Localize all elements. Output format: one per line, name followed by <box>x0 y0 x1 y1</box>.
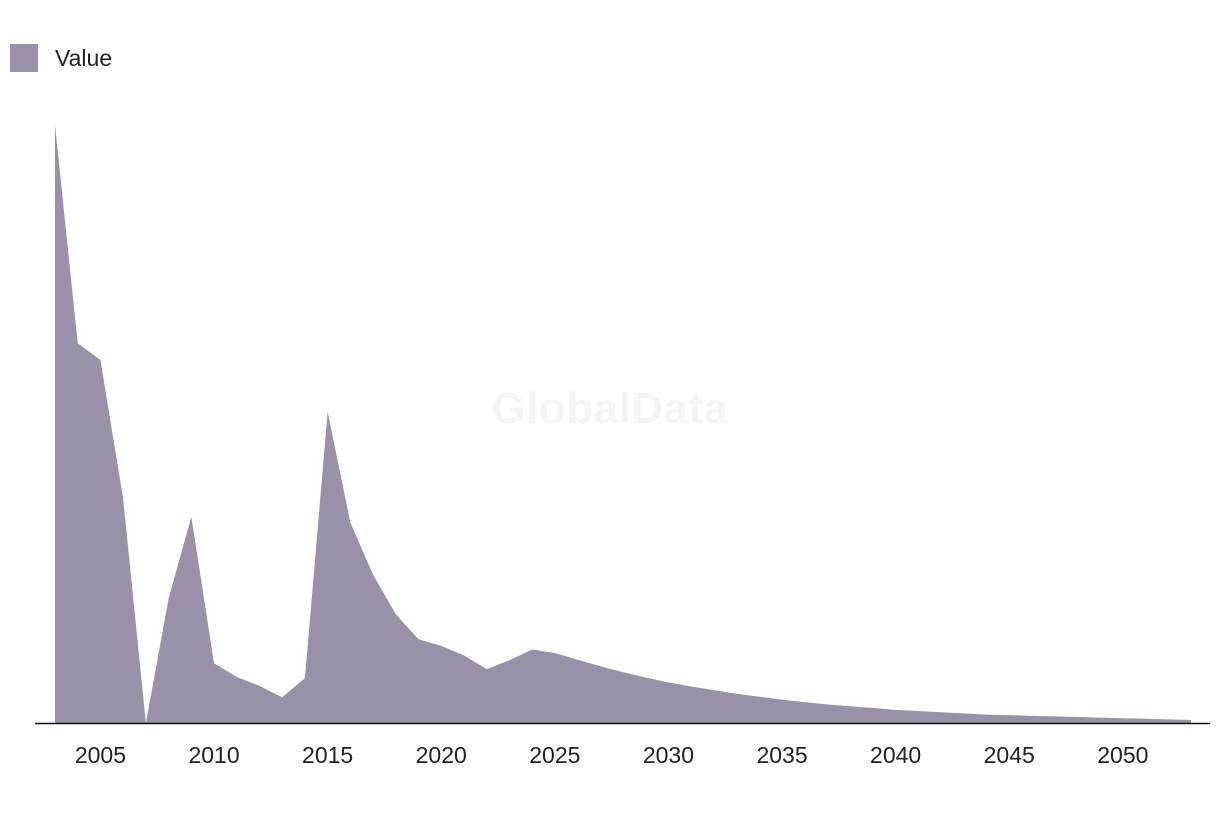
x-tick-label: 2010 <box>188 742 239 768</box>
x-axis-ticks: 2005 2010 2015 2020 2025 2030 2035 2040 2045 2050 <box>75 742 1149 768</box>
legend-swatch <box>10 44 38 72</box>
x-tick-label: 2030 <box>643 742 694 768</box>
legend-label: Value <box>55 44 113 71</box>
x-tick-label: 2005 <box>75 742 126 768</box>
x-tick-label: 2045 <box>984 742 1035 768</box>
area-series-value <box>55 125 1191 723</box>
watermark: GlobalData <box>491 384 729 433</box>
x-tick-label: 2040 <box>870 742 921 768</box>
x-tick-label: 2025 <box>529 742 580 768</box>
x-tick-label: 2035 <box>756 742 807 768</box>
x-tick-label: 2020 <box>416 742 467 768</box>
x-tick-label: 2015 <box>302 742 353 768</box>
legend: Value <box>10 44 112 72</box>
x-tick-label: 2050 <box>1097 742 1148 768</box>
